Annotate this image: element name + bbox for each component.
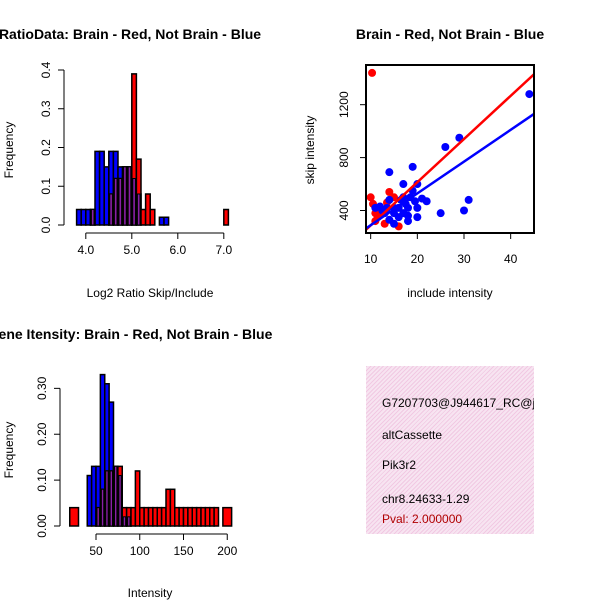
intensity-histogram-overlap-bar [100, 488, 105, 527]
scatter-x-tick-label: 10 [364, 252, 378, 266]
ratio-histogram-overlap-bar [90, 209, 95, 226]
scatter-not-brain-point [385, 195, 394, 204]
scatter-not-brain-point [460, 206, 468, 215]
scatter-not-brain-point [399, 193, 408, 202]
scatter-y-tick-label: 1200 [337, 91, 351, 118]
ratio-histogram-overlap-bar [109, 193, 113, 226]
intensity-histogram-title: Gene Itensity: Brain - Red, Not Brain - … [0, 326, 273, 342]
scatter-not-brain-point [464, 195, 473, 204]
ratio-histogram-y-tick-label: 0.4 [39, 61, 53, 78]
event-id: G7207703@J944617_RC@j [382, 396, 534, 410]
scatter-axes: 10 20 30 40 400 800 1200 [337, 64, 535, 266]
ratio-histogram-xlabel: Log2 Ratio Skip/Include [87, 286, 214, 300]
ratio-histogram-x-tick-label: 6.0 [169, 243, 186, 257]
ratio-histogram-overlap-bar [113, 178, 118, 226]
intensity-histogram-bars [69, 373, 233, 527]
scatter-brain-point [385, 187, 394, 196]
intensity-scatter: Brain - Red, Not Brain - Blue include in… [303, 26, 544, 300]
intensity-histogram-y-tick-label: 0.10 [35, 468, 49, 492]
ratio-histogram-x-tick-label: 4.0 [77, 243, 94, 257]
intensity-histogram-y-tick-label: 0.20 [35, 422, 49, 446]
scatter-frame [365, 64, 535, 234]
gene-name: Pik3r2 [382, 458, 417, 472]
intensity-histogram: Gene Itensity: Brain - Red, Not Brain - … [0, 326, 273, 600]
scatter-xlabel: include intensity [407, 286, 492, 300]
intensity-histogram-brain-bar [222, 506, 233, 527]
scatter-x-tick-label: 30 [457, 252, 471, 266]
genomic-location: chr8.24633-1.29 [382, 492, 470, 506]
ratio-histogram-bars [75, 73, 230, 226]
scatter-not-brain-fit-line [366, 112, 534, 230]
intensity-histogram-ylabel: Frequency [2, 422, 16, 479]
scatter-brain-point [366, 193, 375, 202]
intensity-histogram-x-tick-label: 50 [89, 544, 103, 558]
intensity-histogram-overlap-bar [109, 470, 113, 527]
ratio-histogram-y-tick-label: 0.1 [39, 178, 53, 195]
intensity-histogram-y-tick-label: 0.00 [35, 514, 49, 538]
scatter-marks [366, 68, 534, 231]
intensity-histogram-x-tick-label: 100 [130, 544, 150, 558]
scatter-plot-area [366, 68, 534, 231]
scatter-not-brain-point [411, 197, 419, 206]
event-type: altCassette [382, 428, 443, 442]
intensity-histogram-xlabel: Intensity [128, 586, 173, 600]
scatter-not-brain-point [404, 217, 412, 226]
scatter-not-brain-point [404, 203, 412, 212]
event-info-panel: G7207703@J944617_RC@j altCassette Pik3r2… [366, 366, 534, 534]
scatter-not-brain-point [455, 133, 464, 142]
ratio-histogram-not-brain-bar [163, 216, 170, 226]
intensity-histogram-overlap-bar [105, 470, 109, 527]
scatter-not-brain-point [385, 168, 394, 177]
intensity-histogram-brain-bar [69, 506, 80, 527]
scatter-y-tick-label: 800 [337, 147, 351, 167]
scatter-brain-fit-line [366, 73, 534, 231]
scatter-not-brain-point [413, 180, 422, 189]
intensity-histogram-overlap-bar [122, 516, 127, 527]
intensity-histogram-overlap-bar [114, 465, 118, 527]
scatter-brain-point [368, 68, 377, 77]
ratio-histogram-x-tick-label: 5.0 [123, 243, 140, 257]
ratio-histogram-overlap-bar [118, 178, 123, 226]
scatter-x-tick-label: 40 [504, 252, 518, 266]
scatter-not-brain-point [413, 203, 422, 212]
p-value: Pval: 2.000000 [382, 512, 463, 526]
scatter-not-brain-point [413, 213, 422, 222]
scatter-not-brain-point [525, 90, 534, 99]
ratio-histogram-brain-bar [223, 208, 230, 226]
ratio-histogram-ylabel: Frequency [2, 122, 16, 179]
scatter-not-brain-point [436, 209, 445, 218]
scatter-title: Brain - Red, Not Brain - Blue [356, 26, 544, 42]
scatter-x-tick-label: 20 [411, 252, 425, 266]
intensity-histogram-x-tick-label: 150 [173, 544, 193, 558]
intensity-histogram-overlap-bar [96, 507, 100, 527]
intensity-histogram-axes: 50 100 150 200 0.00 0.10 0.20 0.30 [35, 376, 238, 558]
intensity-histogram-x-tick-label: 200 [217, 544, 237, 558]
scatter-not-brain-point [422, 197, 431, 206]
ratio-histogram-x-tick-label: 7.0 [215, 243, 232, 257]
ratio-histogram-overlap-bar [136, 193, 141, 226]
scatter-not-brain-point [441, 143, 450, 152]
scatter-ylabel: skip intensity [303, 116, 317, 185]
intensity-histogram-y-tick-label: 0.30 [35, 376, 49, 400]
ratio-histogram-overlap-bar [132, 178, 136, 226]
ratio-histogram-y-tick-label: 0.3 [39, 100, 53, 117]
scatter-not-brain-point [399, 180, 408, 189]
scatter-y-tick-label: 400 [337, 200, 351, 220]
ratio-histogram-y-tick-label: 0.2 [39, 139, 53, 156]
intensity-histogram-brain-bar [134, 470, 141, 527]
ratio-histogram-y-tick-label: 0.0 [39, 216, 53, 233]
ratio-histogram-axes: 4.0 5.0 6.0 7.0 0.0 0.1 0.2 0.3 0.4 [39, 61, 232, 257]
scatter-not-brain-point [390, 219, 398, 228]
scatter-not-brain-point [408, 162, 417, 171]
ratio-histogram-brain-bar [149, 208, 156, 226]
ratio-histogram: RatioData: Brain - Red, Not Brain - Blue… [0, 26, 261, 300]
intensity-histogram-brain-bar [213, 506, 220, 527]
intensity-histogram-overlap-bar [118, 475, 122, 527]
ratio-histogram-overlap-bar [123, 166, 127, 226]
ratio-histogram-title: RatioData: Brain - Red, Not Brain - Blue [0, 26, 261, 42]
intensity-histogram-overlap-bar [127, 516, 131, 527]
ratio-histogram-overlap-bar [127, 166, 132, 226]
